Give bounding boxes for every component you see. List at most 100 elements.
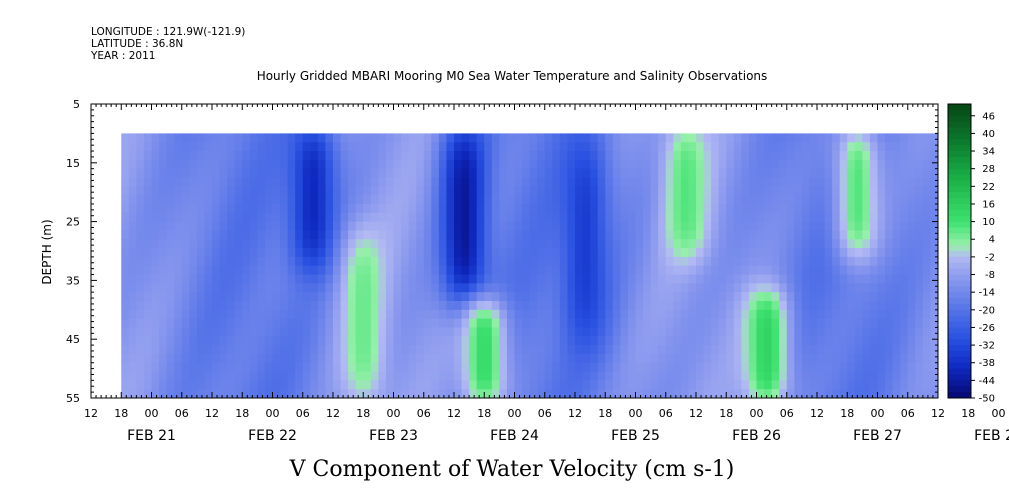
heatmap-cell xyxy=(476,203,485,214)
heatmap-cell xyxy=(423,353,432,364)
heatmap-cell xyxy=(544,389,553,398)
heatmap-cell xyxy=(174,186,183,196)
heatmap-cell xyxy=(756,283,765,293)
heatmap-cell xyxy=(514,195,523,205)
heatmap-cell xyxy=(333,142,342,152)
heatmap-cell xyxy=(922,292,932,302)
heatmap-cell xyxy=(567,230,576,240)
heatmap-cell xyxy=(915,133,924,143)
heatmap-cell xyxy=(809,300,818,311)
heatmap-cell xyxy=(219,168,228,179)
heatmap-cell xyxy=(249,248,258,258)
heatmap-cell xyxy=(877,186,886,196)
heatmap-cell xyxy=(590,318,599,329)
heatmap-cell xyxy=(665,177,674,187)
heatmap-cell xyxy=(817,389,826,398)
heatmap-cell xyxy=(794,353,803,364)
heatmap-cell xyxy=(401,221,410,232)
heatmap-cell xyxy=(189,336,198,346)
heatmap-cell xyxy=(325,345,334,355)
heatmap-cell xyxy=(832,380,841,390)
heatmap-cell xyxy=(295,283,304,293)
heatmap-cell xyxy=(862,230,871,240)
heatmap-cell xyxy=(764,389,773,398)
heatmap-cell xyxy=(280,362,289,373)
heatmap-cell xyxy=(832,274,841,284)
heatmap-cell xyxy=(522,336,531,346)
heatmap-cell xyxy=(234,283,243,293)
heatmap-cell xyxy=(310,133,319,143)
heatmap-cell xyxy=(930,212,938,223)
heatmap-cell xyxy=(385,292,395,302)
heatmap-cell xyxy=(930,159,938,170)
heatmap-cell xyxy=(892,283,901,293)
colorbar-swatch xyxy=(948,180,971,187)
heatmap-cell xyxy=(287,274,296,284)
heatmap-cell xyxy=(310,336,319,346)
heatmap-cell xyxy=(423,283,432,293)
heatmap-cell xyxy=(317,203,327,214)
heatmap-cell xyxy=(212,159,221,170)
heatmap-cell xyxy=(469,327,478,337)
heatmap-cell xyxy=(575,159,584,170)
heatmap-cell xyxy=(212,177,221,187)
heatmap-cell xyxy=(839,283,848,293)
heatmap-cell xyxy=(877,265,886,276)
heatmap-cell xyxy=(317,186,327,196)
heatmap-cell xyxy=(688,371,697,381)
heatmap-cell xyxy=(537,371,546,381)
heatmap-cell xyxy=(287,195,296,205)
heatmap-cell xyxy=(196,248,206,258)
heatmap-cell xyxy=(839,248,848,258)
heatmap-cell xyxy=(363,336,372,346)
heatmap-cell xyxy=(143,203,153,214)
heatmap-cell xyxy=(363,309,372,320)
heatmap-cell xyxy=(544,274,553,284)
heatmap-cell xyxy=(212,336,221,346)
heatmap-cell xyxy=(711,203,720,214)
longitude-label: LONGITUDE : 121.9W(-121.9) xyxy=(91,26,245,38)
heatmap-cell xyxy=(809,142,818,152)
heatmap-cell xyxy=(484,327,493,337)
heatmap-cell xyxy=(325,309,334,320)
heatmap-cell xyxy=(355,151,364,161)
heatmap-cell xyxy=(658,389,667,398)
heatmap-cell xyxy=(181,300,190,311)
heatmap-cell xyxy=(688,142,697,152)
heatmap-cell xyxy=(832,133,841,143)
heatmap-cell xyxy=(643,371,652,381)
heatmap-cell xyxy=(839,186,848,196)
heatmap-cell xyxy=(446,318,455,329)
heatmap-cell xyxy=(121,159,130,170)
heatmap-cell xyxy=(786,389,795,398)
heatmap-cell xyxy=(665,371,674,381)
heatmap-cell xyxy=(726,239,735,249)
heatmap-cell xyxy=(340,274,349,284)
heatmap-cell xyxy=(348,177,357,187)
heatmap-cell xyxy=(900,248,909,258)
heatmap-cell xyxy=(764,230,773,240)
heatmap-cell xyxy=(544,353,553,364)
heatmap-cell xyxy=(461,353,470,364)
heatmap-cell xyxy=(658,256,667,267)
heatmap-cell xyxy=(627,195,637,205)
heatmap-cell xyxy=(431,318,440,329)
heatmap-cell xyxy=(484,362,493,373)
heatmap-cell xyxy=(416,345,425,355)
heatmap-cell xyxy=(408,345,417,355)
heatmap-cell xyxy=(370,345,379,355)
heatmap-cell xyxy=(363,239,372,249)
heatmap-cell xyxy=(537,195,546,205)
colorbar-swatch xyxy=(948,386,971,393)
heatmap-cell xyxy=(370,151,379,161)
heatmap-cell xyxy=(590,256,599,267)
heatmap-cell xyxy=(151,133,160,143)
colorbar-swatch xyxy=(948,268,971,275)
heatmap-cell xyxy=(748,318,758,329)
heatmap-cell xyxy=(620,309,629,320)
heatmap-cell xyxy=(877,256,886,267)
heatmap-cell xyxy=(680,265,690,276)
heatmap-cell xyxy=(363,300,372,311)
heatmap-cell xyxy=(779,221,788,232)
heatmap-cell xyxy=(537,318,546,329)
